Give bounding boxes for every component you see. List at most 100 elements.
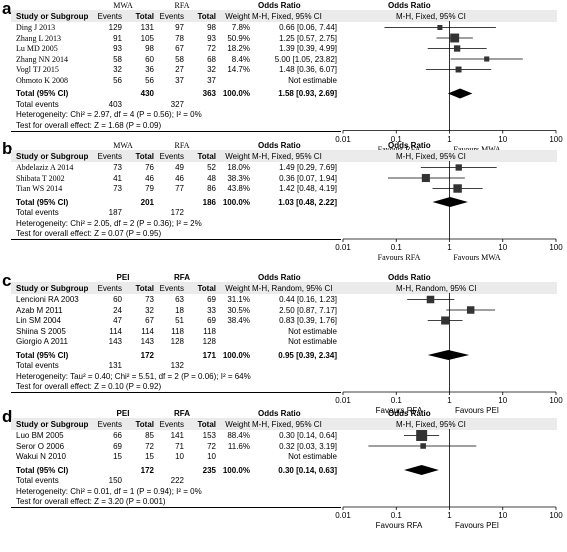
col-header-events: Events <box>97 151 122 161</box>
events-control: 71 <box>175 441 184 451</box>
events-control: 18 <box>175 305 184 315</box>
study-ci-text: 0.30 [0.14, 0.64] <box>279 431 337 440</box>
total-control: 37 <box>207 75 216 85</box>
x-tick-label: 0.01 <box>335 243 351 252</box>
total-control: 32 <box>207 65 216 74</box>
study-name: Tian WS 2014 <box>16 184 63 193</box>
favours-right-label: Favours PEI <box>454 521 499 530</box>
study-point-estimate <box>453 45 461 52</box>
study-name: Luo BM 2005 <box>16 431 64 440</box>
group-header-control: RFA <box>174 141 190 150</box>
total-experimental: 67 <box>145 316 154 325</box>
total-experimental: 114 <box>141 326 154 336</box>
total-label: Total (95% CI) <box>16 89 69 98</box>
study-ci-text: Not estimable <box>288 75 337 85</box>
panel-label: c <box>2 271 12 290</box>
study-name: Lu MD 2005 <box>16 44 58 53</box>
total-experimental: 131 <box>140 23 154 32</box>
study-name: Ding J 2013 <box>16 23 56 32</box>
total-events-experimental: 187 <box>108 208 122 217</box>
forest-panel-c: c PEI RFA Odds Ratio Odds Ratio Study or Subg… <box>0 271 567 415</box>
col-header-total: Total <box>197 419 216 429</box>
col-header-total: Total <box>197 283 216 293</box>
col-header-events: Events <box>159 283 184 293</box>
study-ci-text: 1.42 [0.48, 4.19] <box>279 184 337 193</box>
x-tick-label: 0.1 <box>390 134 402 144</box>
x-tick-label: 1 <box>447 511 452 520</box>
study-weight: 14.7% <box>227 65 250 74</box>
events-experimental: 143 <box>108 337 122 346</box>
study-weight: 88.4% <box>227 431 250 440</box>
col-header-ci-plot: M-H, Fixed, 95% CI <box>396 419 466 429</box>
study-weight: 7.8% <box>231 23 250 32</box>
study-weight: 18.2% <box>227 44 250 53</box>
total-events-label: Total events <box>16 208 59 217</box>
col-header-ci-plot: M-H, Fixed, 95% CI <box>396 11 466 21</box>
study-name: Shiina S 2005 <box>16 326 66 336</box>
forest-plot-svg <box>342 293 557 395</box>
odds-ratio-header-left: Odds Ratio <box>258 409 301 418</box>
col-header-total: Total <box>135 11 154 21</box>
forest-panel-d: d PEI RFA Odds Ratio Odds Ratio Study or Subg… <box>0 408 567 548</box>
total-events-experimental: 131 <box>108 361 122 370</box>
events-control: 58 <box>175 54 184 64</box>
forest-plot-svg <box>342 161 557 242</box>
study-weight: 43.8% <box>227 184 250 193</box>
events-experimental: 114 <box>109 326 122 336</box>
study-ci-text: 0.36 [0.07, 1.94] <box>279 173 337 183</box>
col-header-weight: Weight <box>225 11 250 21</box>
total-ci-text: 0.30 [0.14, 0.63] <box>278 465 337 475</box>
x-tick-label: 0.01 <box>335 396 351 405</box>
study-ci-text: 0.44 [0.16, 1.23] <box>279 295 337 304</box>
col-header-study: Study or Subgroup <box>16 151 89 161</box>
study-name: Seror O 2006 <box>16 441 65 451</box>
odds-ratio-header-left: Odds Ratio <box>258 1 301 10</box>
pooled-estimate-diamond <box>427 350 470 360</box>
events-control: 141 <box>170 431 184 440</box>
col-header-events: Events <box>97 419 122 429</box>
total-n-experimental: 430 <box>140 89 154 98</box>
col-header-total: Total <box>135 283 154 293</box>
events-experimental: 66 <box>113 431 122 440</box>
favours-right-label: Favours MWA <box>453 144 501 154</box>
table-bottom-rule <box>11 239 341 240</box>
study-point-estimate <box>416 430 428 441</box>
favours-left-label: Favours RFA <box>375 406 423 415</box>
total-experimental: 32 <box>145 305 154 315</box>
total-experimental: 36 <box>145 65 154 74</box>
study-point-estimate <box>437 24 443 31</box>
study-ci-text: Not estimable <box>288 326 337 336</box>
study-ci-text: Not estimable <box>288 452 337 461</box>
study-ci-text: 0.32 [0.03, 3.19] <box>279 441 337 451</box>
total-events-label: Total events <box>16 99 59 109</box>
total-events-control: 327 <box>170 99 184 109</box>
total-control: 98 <box>207 23 216 32</box>
events-control: 63 <box>175 295 184 304</box>
events-experimental: 93 <box>113 44 122 53</box>
study-ci-text: 1.49 [0.29, 7.69] <box>279 163 337 172</box>
total-weight: 100.0% <box>222 89 250 98</box>
events-experimental: 129 <box>108 23 122 32</box>
study-weight: 8.4% <box>231 54 250 64</box>
pooled-estimate-diamond <box>432 197 468 207</box>
total-experimental: 98 <box>145 44 154 53</box>
total-events-control: 222 <box>170 476 184 485</box>
group-header-experimental: PEI <box>116 409 130 418</box>
total-events-experimental: 150 <box>108 476 122 485</box>
study-point-estimate <box>420 443 426 449</box>
x-tick-label: 1 <box>447 396 452 405</box>
study-name: Giorgio A 2011 <box>16 337 68 346</box>
forest-plot-svg <box>342 429 557 510</box>
study-name: Zhang NN 2014 <box>16 54 68 64</box>
table-bottom-rule <box>11 507 341 508</box>
column-header-bar <box>11 10 557 22</box>
study-point-estimate <box>441 316 450 325</box>
study-name: Lin SM 2004 <box>16 316 61 325</box>
study-point-estimate <box>466 306 475 314</box>
odds-ratio-header-right: Odds Ratio <box>388 1 431 10</box>
study-ci-text: 0.83 [0.39, 1.76] <box>279 316 337 325</box>
study-name: Vogl TJ 2015 <box>16 65 59 74</box>
x-tick-label: 10 <box>498 396 508 405</box>
total-ci-text: 1.58 [0.93, 2.69] <box>278 89 337 98</box>
events-control: 78 <box>175 33 184 43</box>
